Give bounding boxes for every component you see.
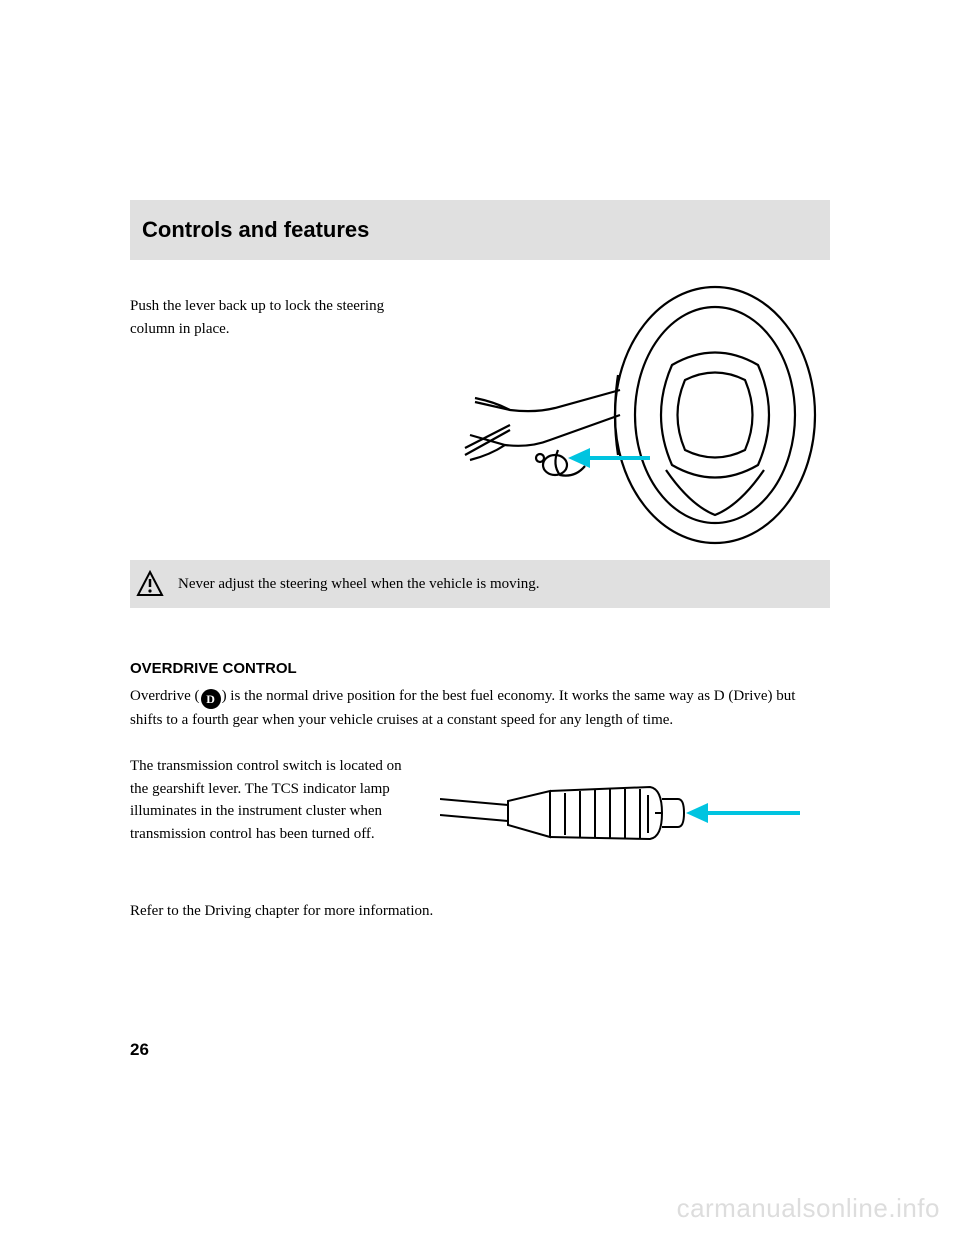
overdrive-paragraph: Overdrive (D) is the normal drive positi… xyxy=(130,685,830,732)
body-paragraph-refer: Refer to the Driving chapter for more in… xyxy=(130,900,830,923)
overdrive-d-icon: D xyxy=(201,689,221,709)
overdrive-heading: OVERDRIVE CONTROL xyxy=(130,660,297,677)
pointer-arrow-icon xyxy=(686,803,800,823)
manual-page: Controls and features Push the lever bac… xyxy=(0,0,960,1242)
body-paragraph-tcs: The transmission control switch is locat… xyxy=(130,755,410,845)
page-number: 26 xyxy=(130,1040,149,1060)
warning-callout: Never adjust the steering wheel when the… xyxy=(130,560,830,608)
od-text-after: ) is the normal drive position for the b… xyxy=(130,688,795,728)
steering-wheel-illustration xyxy=(440,280,830,550)
section-header-title: Controls and features xyxy=(142,217,369,243)
warning-triangle-icon xyxy=(136,570,164,598)
od-text-before: Overdrive ( xyxy=(130,688,200,704)
warning-text: Never adjust the steering wheel when the… xyxy=(178,576,540,593)
watermark-text: carmanualsonline.info xyxy=(677,1193,940,1224)
pointer-arrow-icon xyxy=(568,448,650,468)
gearshift-illustration xyxy=(440,755,830,885)
body-paragraph-lock-column: Push the lever back up to lock the steer… xyxy=(130,295,410,340)
section-header-bar: Controls and features xyxy=(130,200,830,260)
